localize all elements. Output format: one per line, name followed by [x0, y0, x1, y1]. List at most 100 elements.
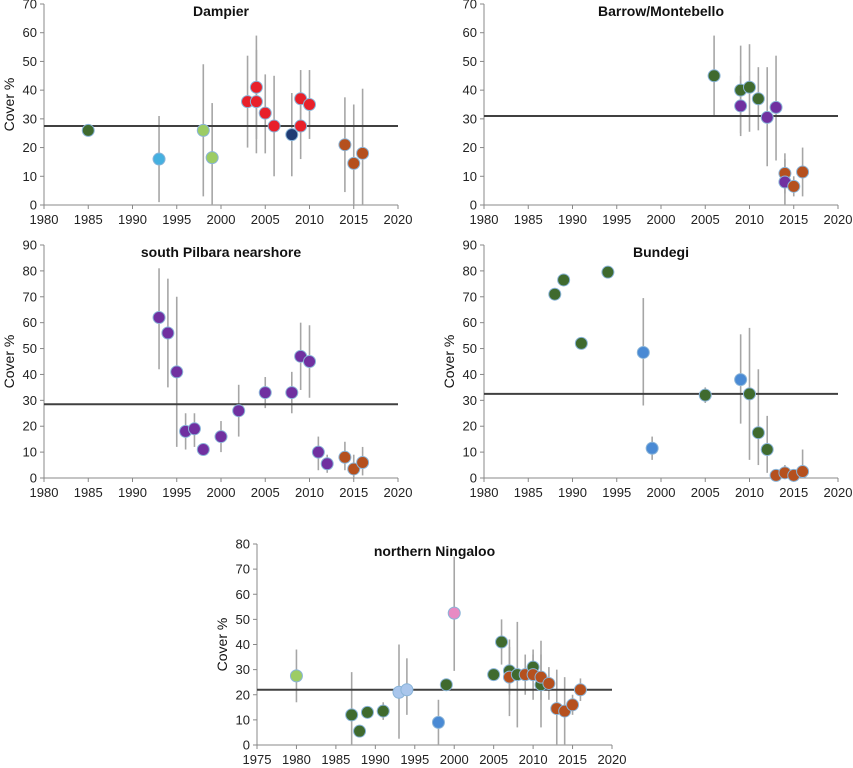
x-tick-label: 1985: [514, 485, 543, 500]
y-tick-label: 30: [463, 111, 477, 126]
y-tick-label: 90: [23, 238, 37, 253]
x-tick-label: 2015: [339, 212, 368, 227]
data-point: [601, 265, 615, 279]
y-tick-label: 60: [23, 315, 37, 330]
x-tick-label: 1990: [361, 752, 390, 767]
data-point: [356, 455, 370, 469]
x-tick-label: 1985: [321, 752, 350, 767]
data-point: [548, 287, 562, 301]
data-point: [353, 724, 367, 738]
y-tick-label: 70: [23, 0, 37, 12]
x-tick-label: 1985: [74, 212, 103, 227]
x-tick-label: 2015: [779, 212, 808, 227]
data-point: [249, 80, 263, 94]
x-tick-label: 2005: [251, 212, 280, 227]
y-tick-label: 40: [236, 637, 250, 652]
x-tick-label: 2005: [251, 485, 280, 500]
data-point: [360, 705, 374, 719]
x-tick-label: 1995: [400, 752, 429, 767]
y-tick-label: 60: [23, 25, 37, 40]
data-point: [356, 146, 370, 160]
y-tick-label: 10: [23, 445, 37, 460]
y-axis-label: Cover %: [1, 78, 17, 132]
chart-panel-2: 0 10 20 30 40 50 60 70 80 90 1980 1985 1990 1995 2000 2…: [1, 238, 412, 501]
data-point: [214, 430, 228, 444]
x-tick-label: 1995: [602, 485, 631, 500]
data-point: [439, 678, 453, 692]
x-tick-label: 2015: [779, 485, 808, 500]
y-tick-label: 20: [463, 140, 477, 155]
y-tick-label: 70: [23, 289, 37, 304]
data-point: [431, 715, 445, 729]
data-point: [796, 465, 810, 479]
y-tick-label: 0: [30, 471, 37, 486]
data-point: [751, 426, 765, 440]
y-tick-label: 60: [463, 315, 477, 330]
data-point: [258, 386, 272, 400]
x-tick-label: 2010: [519, 752, 548, 767]
x-tick-label: 1985: [514, 212, 543, 227]
data-point: [400, 683, 414, 697]
y-tick-label: 80: [463, 263, 477, 278]
chart-title: northern Ningaloo: [374, 543, 495, 559]
x-tick-label: 2010: [295, 212, 324, 227]
y-tick-label: 50: [23, 54, 37, 69]
x-tick-label: 2000: [647, 212, 676, 227]
data-point: [303, 355, 316, 368]
y-tick-label: 20: [236, 687, 250, 702]
y-tick-label: 0: [243, 738, 250, 753]
chart-title: Dampier: [193, 3, 250, 19]
x-tick-label: 2020: [384, 485, 413, 500]
data-point: [769, 100, 783, 114]
x-tick-label: 1990: [558, 212, 587, 227]
chart-panel-0: 0 10 20 30 40 50 60 70 1980 1985 1990 1995 2000 2005 2…: [1, 0, 412, 227]
data-point: [645, 441, 659, 455]
data-point: [311, 445, 325, 459]
x-tick-label: 2000: [207, 485, 236, 500]
y-tick-label: 10: [23, 169, 37, 184]
y-tick-label: 90: [463, 238, 477, 253]
data-point: [487, 668, 501, 682]
x-tick-label: 2005: [479, 752, 508, 767]
data-point: [376, 704, 390, 718]
data-point: [294, 119, 308, 133]
y-tick-label: 80: [236, 537, 250, 552]
data-point: [170, 365, 184, 379]
data-point: [557, 273, 571, 287]
data-point: [734, 99, 748, 113]
data-point: [751, 92, 765, 106]
x-tick-label: 2000: [440, 752, 469, 767]
data-point: [573, 683, 587, 697]
data-point: [347, 156, 361, 170]
y-tick-label: 10: [463, 169, 477, 184]
y-tick-label: 50: [236, 612, 250, 627]
data-point: [187, 422, 201, 436]
x-tick-label: 1980: [470, 485, 499, 500]
x-tick-label: 2005: [691, 485, 720, 500]
data-point: [205, 151, 219, 165]
y-tick-label: 40: [23, 83, 37, 98]
x-tick-label: 2020: [824, 212, 853, 227]
data-point: [743, 387, 756, 401]
x-tick-label: 2020: [598, 752, 627, 767]
x-tick-label: 1990: [118, 212, 147, 227]
y-tick-label: 30: [23, 111, 37, 126]
data-point: [542, 676, 556, 690]
x-tick-label: 2015: [339, 485, 368, 500]
x-tick-label: 1985: [74, 485, 103, 500]
y-tick-label: 20: [23, 419, 37, 434]
chart-title: Barrow/Montebello: [598, 3, 724, 19]
y-tick-label: 0: [470, 471, 477, 486]
data-point: [81, 123, 95, 137]
y-tick-label: 60: [236, 587, 250, 602]
data-point: [796, 165, 810, 179]
chart-panel-1: 0 10 20 30 40 50 60 70 1980 1985 1990 1995 2000 2005 2…: [463, 0, 853, 227]
x-tick-label: 1990: [558, 485, 587, 500]
chart-title: south Pilbara nearshore: [141, 244, 301, 260]
x-tick-label: 1980: [470, 212, 499, 227]
data-point: [734, 373, 748, 387]
x-tick-label: 2020: [384, 212, 413, 227]
y-tick-label: 40: [463, 367, 477, 382]
data-point: [698, 388, 712, 402]
